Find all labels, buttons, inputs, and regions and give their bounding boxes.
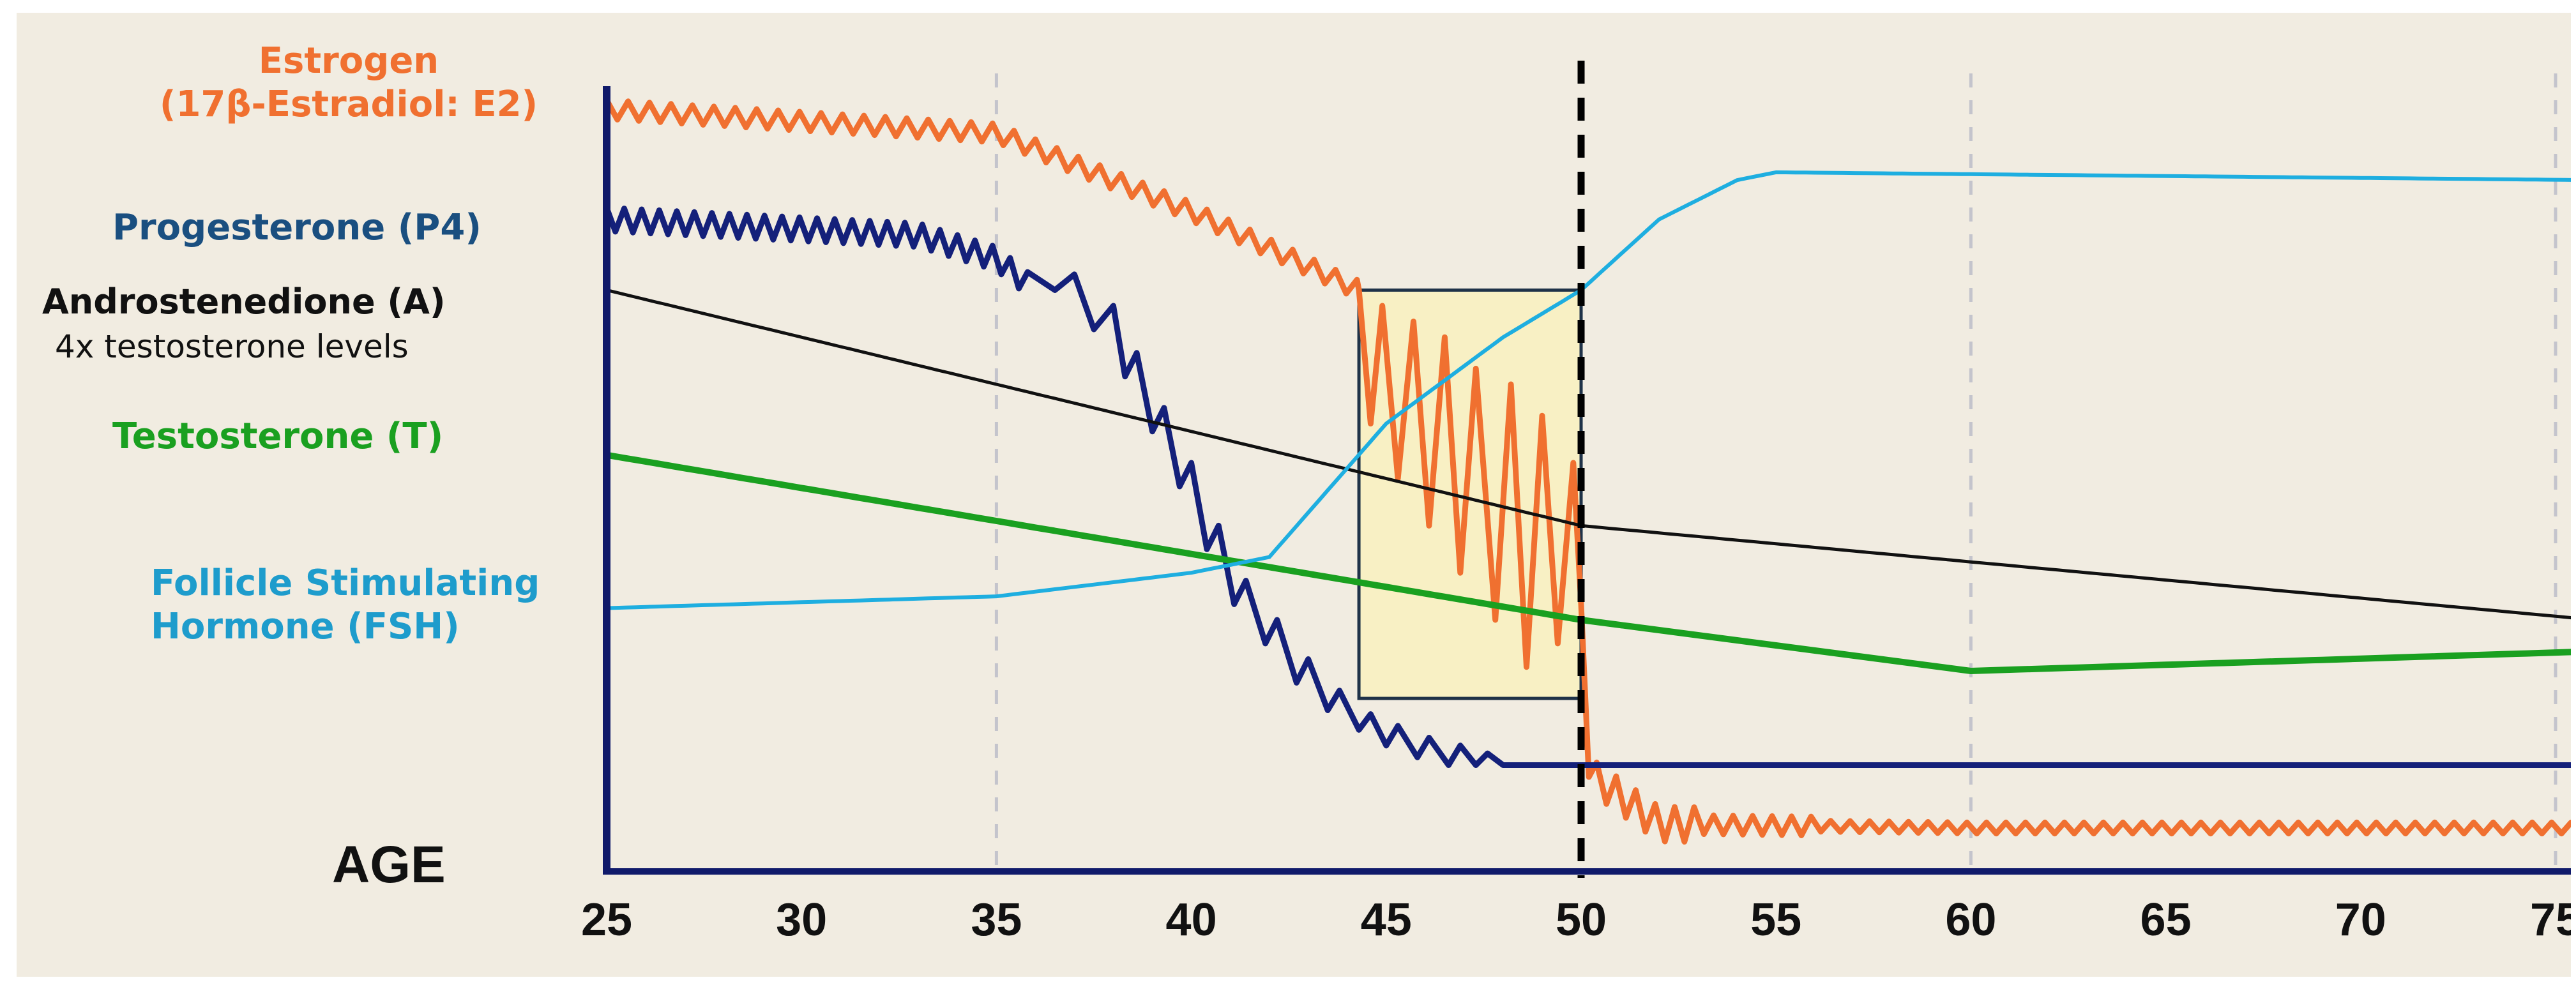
- series-estrogen-line: [604, 98, 2571, 845]
- legend-testosterone: Testosterone (T): [112, 415, 443, 458]
- legend-progesterone-name: Progesterone (P4): [112, 207, 481, 248]
- series-progesterone-line: [603, 206, 2571, 768]
- x-tick-label-70: 70: [2335, 894, 2386, 945]
- x-tick-label-25: 25: [581, 894, 632, 945]
- x-tick-label-75: 75: [2530, 894, 2571, 945]
- x-tick-label-45: 45: [1361, 894, 1412, 945]
- x-tick-label-65: 65: [2140, 894, 2192, 945]
- series-androstenedione-line: [605, 288, 2571, 620]
- legend-androstenedione-subname: 4x testosterone levels: [55, 328, 409, 365]
- legend-estrogen: Estrogen (17β-Estradiol: E2): [87, 40, 610, 127]
- series-fsh-line: [605, 170, 2571, 610]
- legend-androstenedione: Androstenedione (A): [42, 281, 446, 323]
- legend-estrogen-name: Estrogen: [258, 40, 439, 82]
- legend-progesterone: Progesterone (P4): [112, 206, 481, 250]
- legend-androstenedione-note: 4x testosterone levels: [55, 328, 409, 366]
- x-tick-label-40: 40: [1166, 894, 1217, 945]
- legend-estrogen-subname: (17β-Estradiol: E2): [159, 84, 538, 126]
- x-tick-label-50: 50: [1556, 894, 1607, 945]
- legend-androstenedione-name: Androstenedione (A): [42, 282, 446, 322]
- legend-fsh-name: Follicle Stimulating Hormone (FSH): [151, 562, 540, 648]
- legend-fsh: Follicle Stimulating Hormone (FSH): [151, 562, 547, 649]
- x-tick-label-30: 30: [776, 894, 827, 945]
- x-tick-label-60: 60: [1945, 894, 1996, 945]
- x-axis-label: AGE: [332, 833, 446, 897]
- series-testosterone-line: [603, 451, 2571, 674]
- chart-panel: 25 30 35 40 45 50 55 60 65 70 75 Estrogen (17β-Est…: [17, 13, 2571, 977]
- legend-testosterone-name: Testosterone (T): [112, 416, 444, 457]
- highlight-box: [1357, 288, 1583, 700]
- hormone-chart: 25 30 35 40 45 50 55 60 65 70 75: [581, 61, 2571, 945]
- x-axis-label-text: AGE: [332, 836, 446, 894]
- x-tick-label-35: 35: [971, 894, 1022, 945]
- x-tick-label-55: 55: [1750, 894, 1801, 945]
